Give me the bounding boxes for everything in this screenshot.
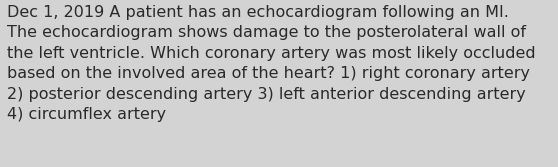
Text: Dec 1, 2019 A patient has an echocardiogram following an MI.
The echocardiogram : Dec 1, 2019 A patient has an echocardiog… bbox=[7, 5, 536, 122]
